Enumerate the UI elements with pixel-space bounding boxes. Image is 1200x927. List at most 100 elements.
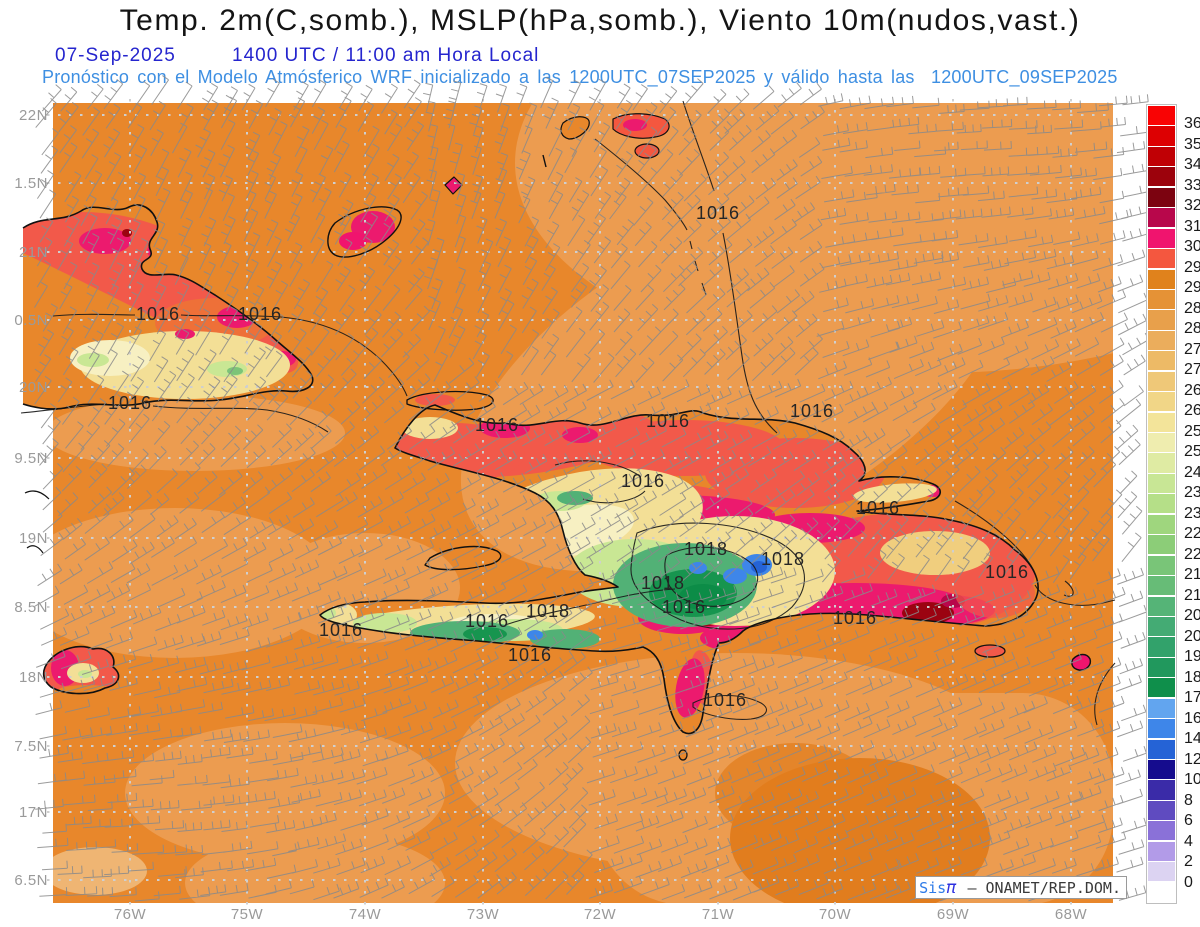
colorbar-tick-label: 25.5 (1184, 422, 1200, 440)
isobar-value: 1018 (526, 601, 570, 621)
colorbar-swatch (1148, 739, 1175, 759)
lat-tick-label: 18N (18, 669, 48, 686)
colorbar-swatch (1148, 657, 1175, 677)
colorbar-tick-label: 32 (1184, 197, 1200, 215)
colorbar-swatch (1148, 249, 1175, 269)
isobar-value: 1016 (646, 411, 690, 431)
map-canvas: 1016 1016 1016 1016 1016 1016 1016 1016 1016 1018… (20, 75, 1154, 909)
colorbar-tick-label: 22 (1184, 545, 1200, 563)
lon-tick-label: 71W (701, 906, 735, 923)
colorbar-tick-label: 20.5 (1184, 607, 1200, 625)
colorbar-tick-label: 22.5 (1184, 525, 1200, 543)
isobar-value: 1016 (475, 415, 519, 435)
isobar-value: 1016 (856, 498, 900, 518)
colorbar-tick-label: 20 (1184, 627, 1200, 645)
lat-tick-label: 17N (18, 804, 48, 821)
colorbar-tick-label: 8 (1184, 791, 1193, 809)
pi-icon: π (946, 877, 957, 898)
colorbar-swatch (1148, 351, 1175, 371)
colorbar-tick-label: 25 (1184, 443, 1200, 461)
colorbar-swatch (1148, 821, 1175, 841)
small-islands (327, 113, 1091, 760)
valid-date: 07-Sep-2025 (55, 45, 176, 66)
colorbar-tick-label: 29.7 (1184, 258, 1200, 276)
colorbar-tick-label: 16 (1184, 709, 1200, 727)
colorbar-swatch (1148, 535, 1175, 555)
colorbar-tick-label: 12 (1184, 750, 1200, 768)
lat-tick-label: 1.5N (14, 175, 48, 192)
lat-lon-gridlines (47, 99, 1113, 909)
colorbar-tick-label: 27 (1184, 361, 1200, 379)
colorbar-swatch (1148, 882, 1175, 902)
isobar-value: 1016 (621, 471, 665, 491)
colorbar-tick-label: 27.5 (1184, 340, 1200, 358)
colorbar-tick-label: 26 (1184, 402, 1200, 420)
lon-tick-label: 72W (583, 906, 617, 923)
colorbar-tick-label: 24 (1184, 463, 1200, 481)
forecast-map: 1016 1016 1016 1016 1016 1016 1016 1016 1016 1018… (20, 75, 1154, 909)
isobar-value: 1016 (108, 393, 152, 413)
colorbar-swatch (1148, 453, 1175, 473)
colorbar-swatch (1148, 800, 1175, 821)
colorbar-tick-label: 14 (1184, 730, 1200, 748)
lat-tick-label: 6.5N (14, 872, 48, 889)
colorbar-swatch (1148, 289, 1175, 310)
page-title: Temp. 2m(C,somb.), MSLP(hPa,somb.), Vien… (119, 4, 1081, 37)
isobar-value: 1016 (833, 608, 877, 628)
isobar-value: 1016 (790, 401, 834, 421)
colorbar-swatch (1148, 616, 1175, 637)
colorbar-swatch (1148, 392, 1175, 412)
isobar-value: 1016 (319, 620, 363, 640)
lat-tick-label: 20N (18, 379, 48, 396)
colorbar-swatch (1148, 412, 1175, 432)
lat-tick-label: 22N (18, 107, 48, 124)
colorbar-swatch (1148, 841, 1175, 861)
colorbar-tick-label: 0 (1184, 873, 1193, 891)
colorbar-swatch (1148, 146, 1175, 167)
wind-barbs (34, 75, 1154, 902)
isobar-value: 1016 (696, 203, 740, 223)
lon-tick-label: 73W (466, 906, 500, 923)
isobar-value: 1016 (703, 690, 747, 710)
colorbar-tick-label: 2 (1184, 853, 1193, 871)
forecast-subtitle: Pronóstico con el Modelo Atmósferico WRF… (42, 67, 1118, 87)
colorbar-swatch (1148, 167, 1175, 187)
colorbar-tick-label: 4 (1184, 832, 1193, 850)
colorbar-swatch (1148, 780, 1175, 800)
colorbar-tick-label: 36 (1184, 115, 1200, 132)
colorbar-swatch (1148, 228, 1175, 248)
colorbar-tick-label: 21.5 (1184, 566, 1200, 584)
colorbar-swatch (1148, 760, 1175, 780)
watermark-box: Sis π – ONAMET/REP.DOM. (915, 876, 1127, 899)
colorbar-swatch (1148, 678, 1175, 698)
colorbar-swatch (1148, 576, 1175, 596)
watermark-sis: Sis (919, 878, 947, 897)
lon-tick-label: 76W (113, 906, 147, 923)
isobar-value: 1018 (641, 573, 685, 593)
colorbar-tick-label: 23 (1184, 504, 1200, 522)
colorbar-swatch (1148, 473, 1175, 494)
lat-tick-label: 8.5N (14, 599, 48, 616)
colorbar-tick-label: 30.7 (1184, 238, 1200, 256)
lon-tick-label: 74W (348, 906, 382, 923)
isobar-value: 1016 (465, 611, 509, 631)
colorbar-tick-label: 29 (1184, 279, 1200, 297)
colorbar-tick-label: 23.5 (1184, 484, 1200, 502)
colorbar-tick-label: 28.5 (1184, 299, 1200, 317)
colorbar-tick-label: 34 (1184, 156, 1200, 174)
colorbar-tick-label: 31.5 (1184, 217, 1200, 235)
colorbar-swatch (1148, 371, 1175, 391)
isobar-value: 1016 (508, 645, 552, 665)
colorbar-tick-label: 10 (1184, 771, 1200, 789)
lon-tick-label: 75W (230, 906, 264, 923)
colorbar-swatch (1148, 555, 1175, 575)
colorbar-swatch (1148, 637, 1175, 657)
colorbar-tick-label: 19 (1184, 648, 1200, 666)
colorbar-swatch (1148, 494, 1175, 514)
lon-tick-label: 70W (818, 906, 852, 923)
colorbar-swatch (1148, 310, 1175, 330)
lat-tick-label: 21N (18, 244, 48, 261)
colorbar-swatch (1148, 187, 1175, 207)
colorbar-swatch (1148, 514, 1175, 534)
